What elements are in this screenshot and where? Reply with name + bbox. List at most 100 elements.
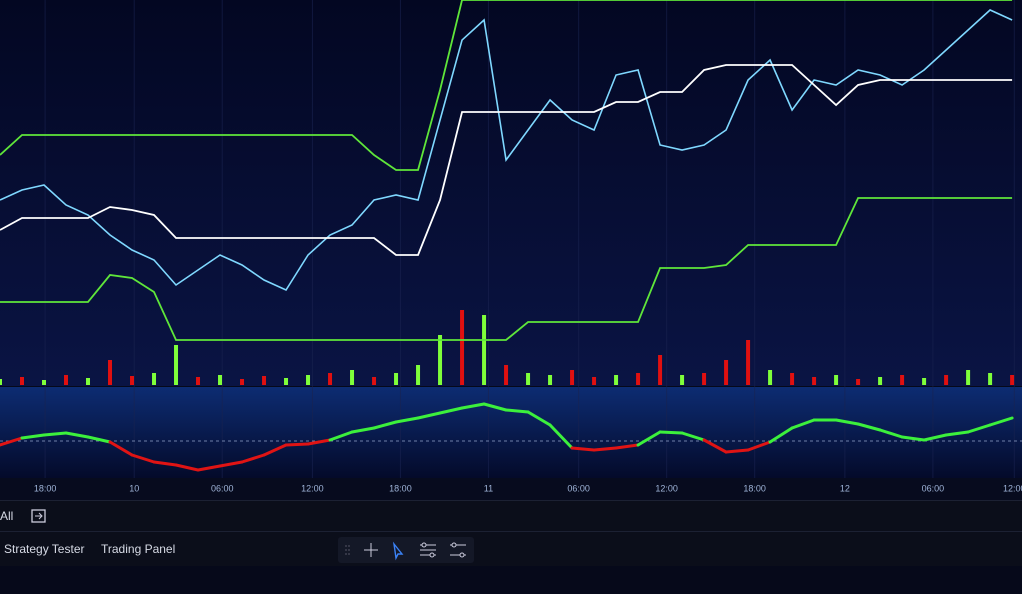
volume-bar bbox=[108, 360, 113, 385]
oscillator-segment bbox=[504, 408, 530, 414]
oscillator-segment bbox=[328, 430, 354, 442]
oscillator-segment bbox=[284, 442, 310, 447]
oscillator-segment bbox=[240, 453, 266, 464]
main-pane bbox=[0, 0, 1022, 386]
oscillator-segment bbox=[350, 426, 376, 434]
oscillator-segment bbox=[196, 464, 222, 472]
volume-bar bbox=[438, 335, 443, 385]
volume-bar bbox=[64, 375, 69, 385]
volume-bar bbox=[460, 310, 465, 385]
volume-bar bbox=[944, 375, 949, 385]
oscillator-segment bbox=[922, 433, 948, 442]
oscillator-segment bbox=[900, 435, 926, 442]
volume-bar bbox=[240, 379, 245, 385]
volume-bar bbox=[702, 373, 707, 385]
oscillator-segment bbox=[790, 418, 816, 430]
oscillator-segment bbox=[658, 430, 684, 435]
oscillator-segment bbox=[416, 411, 442, 420]
bottom-panel: Strategy Tester Trading Panel bbox=[0, 531, 1022, 566]
oscillator-segment bbox=[636, 430, 662, 447]
chart: 18:00 10 06:00 12:00 18:00 11 06:00 12:00 18:00 1… bbox=[0, 0, 1022, 500]
volume-bar bbox=[768, 370, 773, 385]
volume-bar bbox=[504, 365, 509, 385]
oscillator-segment bbox=[438, 406, 464, 415]
volume-bar bbox=[218, 375, 223, 385]
volume-bar bbox=[570, 370, 575, 385]
volume-bar bbox=[548, 375, 553, 385]
oscillator-pane bbox=[0, 387, 1022, 478]
volume-bar bbox=[152, 373, 157, 385]
x-tick-label: 06:00 bbox=[567, 483, 590, 493]
oscillator-segment bbox=[768, 426, 794, 444]
volume-bar bbox=[790, 373, 795, 385]
volume-bar bbox=[372, 377, 377, 385]
x-tick-label: 06:00 bbox=[922, 483, 945, 493]
oscillator-segment bbox=[724, 448, 750, 454]
volume-bar bbox=[746, 340, 751, 385]
series-line bbox=[0, 9, 1013, 292]
oscillator-segment bbox=[152, 460, 178, 467]
x-tick-label: 12 bbox=[840, 483, 850, 493]
volume-bar bbox=[328, 373, 333, 385]
volume-bar bbox=[174, 345, 179, 385]
series-line bbox=[0, 197, 1013, 341]
volume-bar bbox=[878, 377, 883, 385]
volume-bar bbox=[42, 380, 47, 385]
toolbar: All bbox=[0, 500, 1022, 531]
volume-bar bbox=[680, 375, 685, 385]
volume-bar bbox=[922, 378, 927, 385]
tab[interactable]: Strategy Tester bbox=[4, 542, 85, 556]
oscillator-segment bbox=[218, 460, 244, 468]
volume-bar bbox=[856, 379, 861, 385]
oscillator-segment bbox=[306, 438, 332, 446]
volume-bar bbox=[86, 378, 91, 385]
volume-bar bbox=[812, 377, 817, 385]
range-button[interactable]: All bbox=[0, 509, 14, 523]
volume-bar bbox=[724, 360, 729, 385]
oscillator-segment bbox=[482, 402, 508, 412]
oscillator-segment bbox=[680, 431, 706, 442]
oscillator-segment bbox=[878, 428, 904, 439]
oscillator-segment bbox=[86, 435, 112, 444]
volume-bar bbox=[350, 370, 355, 385]
oscillator-segment bbox=[108, 440, 134, 457]
x-tick-label: 11 bbox=[484, 483, 493, 493]
oscillator-segment bbox=[966, 423, 992, 434]
oscillator-segment bbox=[548, 423, 574, 450]
volume-bar bbox=[658, 355, 663, 385]
oscillator-segment bbox=[42, 431, 68, 437]
volume-bar bbox=[900, 375, 905, 385]
volume-bar bbox=[196, 377, 201, 385]
oscillator-segment bbox=[526, 410, 552, 427]
tab[interactable]: Trading Panel bbox=[101, 542, 176, 556]
oscillator-segment bbox=[614, 443, 640, 450]
x-tick-label: 18:00 bbox=[743, 483, 766, 493]
oscillator-segment bbox=[64, 431, 90, 439]
oscillator-segment bbox=[746, 440, 772, 452]
oscillator-segment bbox=[394, 416, 420, 424]
time-axis bbox=[0, 478, 1022, 500]
volume-bar bbox=[394, 373, 399, 385]
oscillator-segment bbox=[262, 443, 288, 457]
volume-bar bbox=[592, 377, 597, 385]
volume-bar bbox=[284, 378, 289, 385]
oscillator-segment bbox=[944, 430, 970, 437]
volume-bar bbox=[262, 376, 267, 385]
oscillator-segment bbox=[592, 446, 618, 452]
volume-bar bbox=[482, 315, 487, 385]
oscillator-segment bbox=[570, 446, 596, 452]
x-tick-label: 06:00 bbox=[211, 483, 234, 493]
series-line bbox=[0, 64, 1013, 256]
oscillator-segment bbox=[460, 402, 486, 410]
date-range-icon[interactable] bbox=[30, 507, 48, 525]
drawing-toolbar bbox=[338, 537, 474, 563]
volume-bar bbox=[988, 373, 993, 385]
volume-bar bbox=[0, 379, 2, 385]
x-tick-label: 18:00 bbox=[34, 483, 57, 493]
volume-bar bbox=[130, 376, 135, 385]
volume-bar bbox=[1010, 375, 1015, 385]
oscillator-segment bbox=[834, 418, 860, 426]
oscillator-segment bbox=[20, 433, 46, 440]
volume-bar bbox=[526, 373, 531, 385]
oscillator-segment bbox=[130, 453, 156, 464]
